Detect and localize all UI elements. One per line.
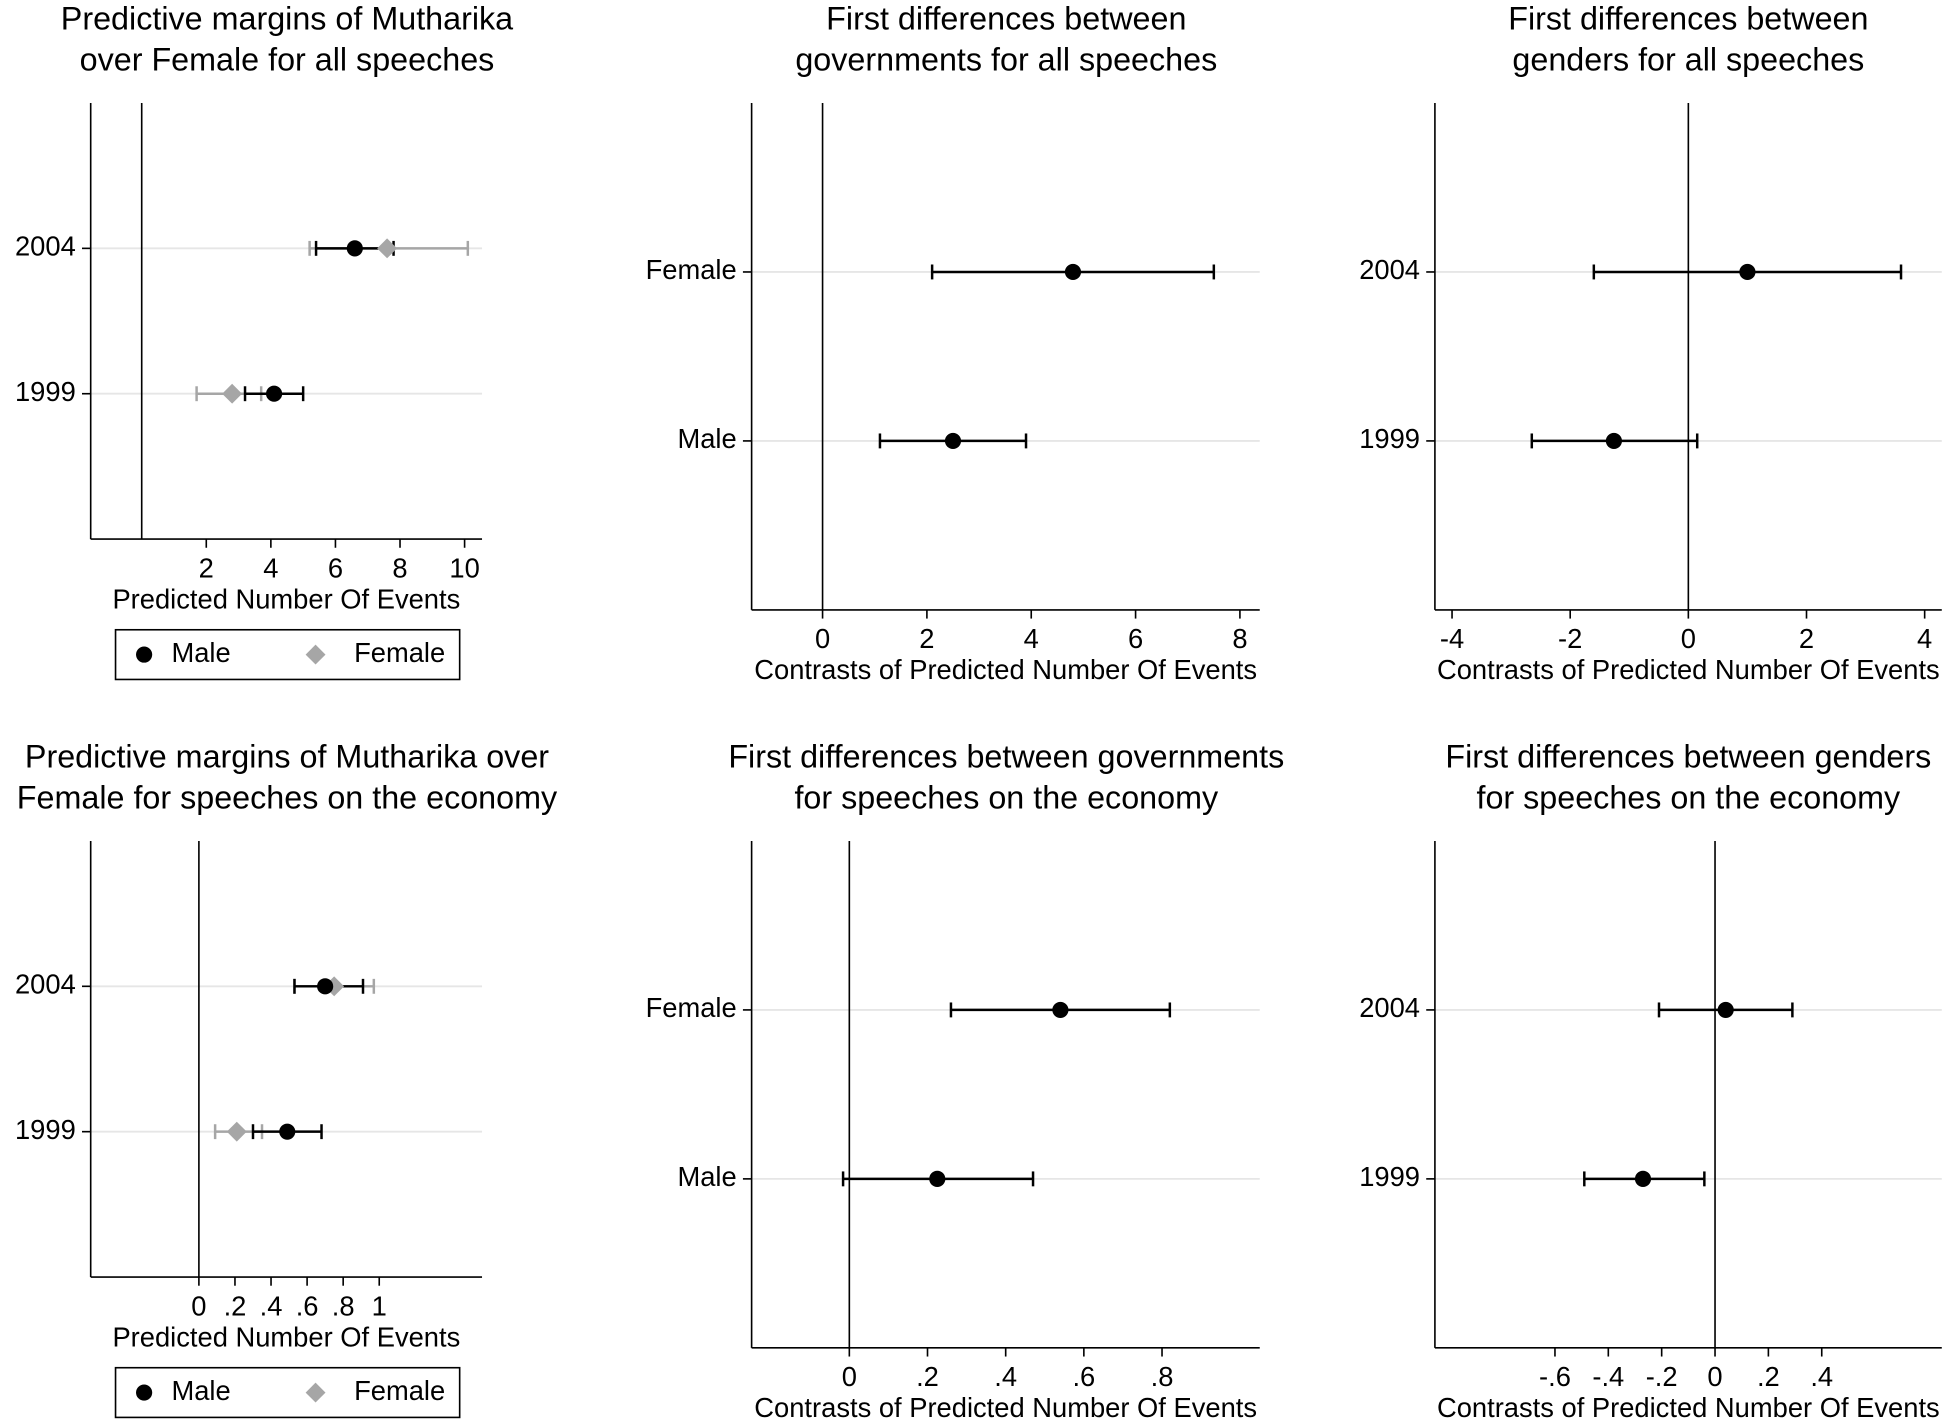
x-tick-label: 6	[328, 552, 343, 583]
x-tick-label: 6	[1128, 623, 1143, 654]
x-axis-label: Contrasts of Predicted Number Of Events	[754, 654, 1257, 685]
y-tick-label: Male	[677, 1161, 736, 1192]
x-tick-label: 1	[372, 1290, 387, 1321]
x-axis-label: Predicted Number Of Events	[112, 583, 460, 614]
x-tick-label: -4	[1440, 623, 1464, 654]
x-axis-label: Predicted Number Of Events	[112, 1321, 460, 1352]
x-tick-label: .4	[994, 1361, 1017, 1392]
point	[226, 1121, 247, 1142]
chart-title: Predictive margins of Mutharika	[61, 1, 513, 37]
legend-marker	[136, 646, 153, 663]
x-tick-label: -.4	[1592, 1361, 1624, 1392]
chart-title: First differences between	[826, 1, 1186, 37]
y-tick-label: Female	[646, 254, 737, 285]
chart-title: over Female for all speeches	[80, 42, 495, 78]
y-tick-label: Male	[677, 423, 736, 454]
x-tick-label: 2	[199, 552, 214, 583]
point	[1052, 1001, 1069, 1018]
point	[1717, 1001, 1734, 1018]
point	[1064, 263, 1082, 281]
point	[279, 1123, 296, 1140]
chart-title: for speeches on the economy	[794, 779, 1219, 815]
y-tick-label: 1999	[15, 376, 76, 407]
legend-box	[114, 1366, 461, 1419]
x-tick-label: 10	[449, 552, 479, 583]
x-tick-label: 0	[815, 623, 830, 654]
chart-title: First differences between governments	[728, 738, 1284, 774]
x-tick-label: 8	[392, 552, 407, 583]
point	[1634, 1170, 1652, 1187]
y-tick-label: 2004	[15, 231, 76, 262]
x-tick-label: .6	[296, 1290, 319, 1321]
x-tick-label: .2	[916, 1361, 939, 1392]
point	[1739, 263, 1756, 281]
legend-marker	[136, 1384, 153, 1401]
x-tick-label: -.2	[1646, 1361, 1678, 1392]
x-tick-label: .4	[1810, 1361, 1833, 1392]
x-axis-label: Contrasts of Predicted Number Of Events	[754, 1392, 1257, 1423]
x-tick-label: 0	[1681, 623, 1696, 654]
chart-title: governments for all speeches	[795, 42, 1217, 78]
chart-title: First differences between	[1508, 1, 1868, 37]
x-tick-label: .4	[260, 1290, 283, 1321]
x-tick-label: 4	[1917, 623, 1932, 654]
x-tick-label: -2	[1558, 623, 1582, 654]
x-axis-label: Contrasts of Predicted Number Of Events	[1437, 654, 1940, 685]
point	[944, 432, 962, 450]
legend-marker	[305, 1382, 326, 1403]
x-tick-label: 0	[842, 1361, 857, 1392]
x-tick-label: 2	[1799, 623, 1814, 654]
y-tick-label: 1999	[1359, 423, 1420, 454]
legend-label: Female	[354, 637, 445, 668]
y-tick-label: 2004	[15, 969, 76, 1000]
x-tick-label: 0	[1707, 1361, 1722, 1392]
chart-title: genders for all speeches	[1512, 42, 1864, 78]
point	[377, 238, 398, 259]
x-tick-label: 0	[191, 1290, 206, 1321]
y-tick-label: 2004	[1359, 254, 1420, 285]
point	[222, 383, 243, 404]
x-tick-label: .2	[1757, 1361, 1780, 1392]
chart-title: Predictive margins of Mutharika over	[25, 738, 549, 774]
point	[346, 240, 363, 257]
legend-label: Male	[171, 1375, 230, 1406]
point	[1605, 432, 1622, 450]
legend-box	[114, 628, 461, 681]
x-axis-label: Contrasts of Predicted Number Of Events	[1437, 1392, 1940, 1423]
x-tick-label: -.6	[1539, 1361, 1571, 1392]
legend-marker	[305, 644, 326, 665]
y-tick-label: 2004	[1359, 992, 1420, 1023]
chart-title: First differences between genders	[1445, 738, 1931, 774]
x-tick-label: 4	[1024, 623, 1039, 654]
x-tick-label: .2	[224, 1290, 247, 1321]
y-tick-label: Female	[646, 992, 737, 1023]
chart-title: for speeches on the economy	[1476, 779, 1901, 815]
x-tick-label: 2	[919, 623, 934, 654]
x-tick-label: .8	[332, 1290, 355, 1321]
chart-title: Female for speeches on the economy	[17, 779, 558, 815]
point	[317, 978, 334, 995]
point	[266, 385, 283, 402]
x-tick-label: .6	[1072, 1361, 1095, 1392]
legend-label: Male	[171, 637, 230, 668]
y-tick-label: 1999	[1359, 1161, 1420, 1192]
x-tick-label: 8	[1232, 623, 1247, 654]
legend-label: Female	[354, 1375, 445, 1406]
point	[929, 1170, 946, 1187]
y-tick-label: 1999	[15, 1114, 76, 1145]
x-tick-label: .8	[1151, 1361, 1174, 1392]
x-tick-label: 4	[263, 552, 278, 583]
